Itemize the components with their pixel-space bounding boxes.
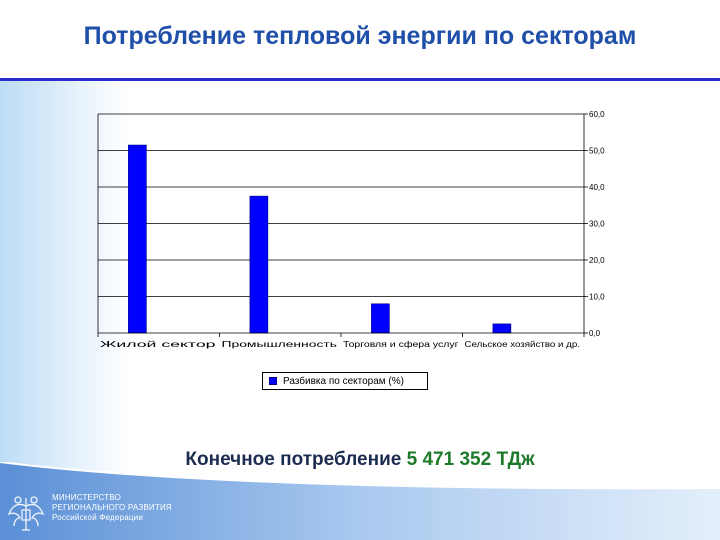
bars-layer <box>128 144 512 334</box>
legend-swatch <box>269 377 277 385</box>
x-category-label: Сельское хозяйство и др. <box>465 340 581 349</box>
ministry-caption: МИНИСТЕРСТВО РЕГИОНАЛЬНОГО РАЗВИТИЯ Росс… <box>52 493 172 523</box>
x-category-label: Промышленность <box>222 340 338 349</box>
bar <box>249 195 269 334</box>
left-gradient-decoration <box>0 81 130 471</box>
ministry-line-1: МИНИСТЕРСТВО <box>52 493 122 502</box>
chart-legend: Разбивка по секторам (%) <box>262 372 428 390</box>
bottom-wave-band <box>0 462 720 540</box>
y-tick-label: 40,0 <box>589 183 605 192</box>
y-tick-label: 30,0 <box>589 220 605 229</box>
bar <box>371 303 390 334</box>
x-category-label: Жилой сектор <box>100 340 217 349</box>
x-category-label: Торговля и сфера услуг <box>343 340 459 349</box>
ministry-line-3: Российской Федерации <box>52 513 143 522</box>
final-consumption-label: Конечное потребление <box>185 449 402 470</box>
y-tick-label: 50,0 <box>589 147 605 156</box>
bar <box>492 323 512 334</box>
double-headed-eagle-icon <box>7 496 45 531</box>
y-tick-label: 0,0 <box>589 329 601 338</box>
final-consumption-value: 5 471 352 ТДж <box>406 449 535 470</box>
y-tick-label: 60,0 <box>589 110 605 119</box>
axis-layer <box>97 113 588 337</box>
bar-chart: 0,0 10,0 20,0 30,0 40,0 50,0 60,0 Жилой сектор П… <box>97 110 605 349</box>
y-tick-label: 20,0 <box>589 256 605 265</box>
ministry-line-2: РЕГИОНАЛЬНОГО РАЗВИТИЯ <box>52 503 172 512</box>
bar <box>128 144 147 334</box>
title-rule <box>0 78 720 81</box>
legend-label: Разбивка по секторам (%) <box>283 375 404 387</box>
y-tick-label: 10,0 <box>589 293 605 302</box>
final-consumption-text: Конечное потребление 5 471 352 ТДж <box>0 449 720 471</box>
slide-title: Потребление тепловой энергии по секторам <box>83 22 637 50</box>
grid-layer <box>98 113 584 297</box>
labels-layer: 0,0 10,0 20,0 30,0 40,0 50,0 60,0 Жилой сектор П… <box>100 110 605 349</box>
